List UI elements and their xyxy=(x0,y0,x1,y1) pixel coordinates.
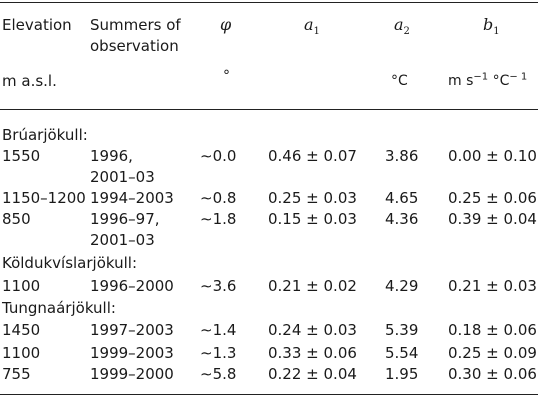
group-label-tungnaarjokull: Tungnaárjökull: xyxy=(2,299,116,317)
cell-summers: 1994–2003 xyxy=(90,189,174,207)
cell-a1: 0.46 ± 0.07 xyxy=(268,147,357,165)
cell-summers-cont: 2001–03 xyxy=(90,231,155,249)
header-summers-line2: observation xyxy=(90,37,179,55)
header-b1-unit-b: °C xyxy=(488,73,510,89)
cell-a1: 0.25 ± 0.03 xyxy=(268,189,357,207)
header-b1: b1 xyxy=(483,15,500,38)
cell-summers: 1997–2003 xyxy=(90,321,174,339)
cell-a2: 3.86 xyxy=(385,147,419,165)
cell-a2: 5.54 xyxy=(385,344,419,362)
header-a2-symbol: a xyxy=(394,15,404,34)
cell-a2: 5.39 xyxy=(385,321,419,339)
cell-a2: 4.36 xyxy=(385,210,419,228)
cell-summers: 1996–97, xyxy=(90,210,160,228)
cell-elevation: 1100 xyxy=(2,277,41,295)
cell-b1: 0.30 ± 0.06 xyxy=(448,365,537,383)
header-a1: a1 xyxy=(304,15,320,38)
cell-a1: 0.21 ± 0.02 xyxy=(268,277,357,295)
cell-summers: 1996–2000 xyxy=(90,277,174,295)
cell-b1: 0.21 ± 0.03 xyxy=(448,277,537,295)
cell-b1: 0.25 ± 0.09 xyxy=(448,344,537,362)
header-phi: φ xyxy=(220,15,232,34)
cell-a1: 0.33 ± 0.06 xyxy=(268,344,357,362)
cell-a1: 0.22 ± 0.04 xyxy=(268,365,357,383)
header-a2: a2 xyxy=(394,15,410,38)
cell-phi: ∼1.4 xyxy=(200,321,237,339)
cell-phi: ∼1.8 xyxy=(200,210,237,228)
cell-summers: 1996, xyxy=(90,147,133,165)
header-b1-symbol: b xyxy=(483,15,494,34)
header-a2-sub: 2 xyxy=(403,26,410,38)
cell-a1: 0.15 ± 0.03 xyxy=(268,210,357,228)
cell-a2: 4.65 xyxy=(385,189,419,207)
cell-summers: 1999–2000 xyxy=(90,365,174,383)
cell-a2: 1.95 xyxy=(385,365,419,383)
cell-phi: ∼0.0 xyxy=(200,147,237,165)
header-elevation-unit: m a.s.l. xyxy=(2,72,57,90)
header-b1-unit: m s−1 °C− 1 xyxy=(448,71,527,91)
header-a1-symbol: a xyxy=(304,15,314,34)
cell-elevation: 755 xyxy=(2,365,31,383)
cell-phi: ∼5.8 xyxy=(200,365,237,383)
cell-b1: 0.25 ± 0.06 xyxy=(448,189,537,207)
cell-elevation: 850 xyxy=(2,210,31,228)
cell-summers-cont: 2001–03 xyxy=(90,168,155,186)
header-b1-sub: 1 xyxy=(493,26,500,38)
bottom-rule xyxy=(0,394,538,395)
group-label-bruarjokull: Brúarjökull: xyxy=(2,126,88,144)
cell-elevation: 1150–1200 xyxy=(2,189,86,207)
cell-a1: 0.24 ± 0.03 xyxy=(268,321,357,339)
group-label-koldukvislarjokull: Köldukvíslarjökull: xyxy=(2,254,137,272)
header-summers-line1: Summers of xyxy=(90,16,181,34)
cell-summers: 1999–2003 xyxy=(90,344,174,362)
cell-elevation: 1450 xyxy=(2,321,41,339)
cell-elevation: 1100 xyxy=(2,344,41,362)
cell-phi: ∼0.8 xyxy=(200,189,237,207)
cell-b1: 0.00 ± 0.10 xyxy=(448,147,537,165)
cell-a2: 4.29 xyxy=(385,277,419,295)
header-rule xyxy=(0,109,538,110)
cell-phi: ∼3.6 xyxy=(200,277,237,295)
top-rule xyxy=(0,2,538,3)
header-a2-unit: °C xyxy=(391,73,408,89)
header-b1-unit-b-sup: − 1 xyxy=(509,71,528,83)
header-b1-unit-a: m s xyxy=(448,73,474,89)
header-a1-sub: 1 xyxy=(313,26,320,38)
header-elevation: Elevation xyxy=(2,16,72,34)
cell-phi: ∼1.3 xyxy=(200,344,237,362)
header-phi-unit: ° xyxy=(223,68,230,84)
cell-b1: 0.18 ± 0.06 xyxy=(448,321,537,339)
cell-b1: 0.39 ± 0.04 xyxy=(448,210,537,228)
header-b1-unit-a-sup: −1 xyxy=(473,71,489,83)
cell-elevation: 1550 xyxy=(2,147,41,165)
